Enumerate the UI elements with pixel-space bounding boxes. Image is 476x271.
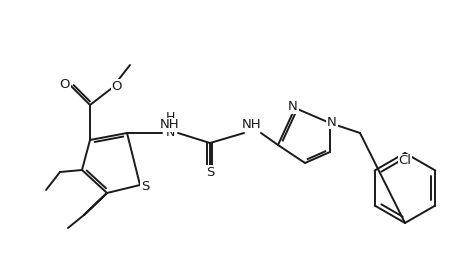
Text: S: S <box>205 166 214 179</box>
Text: N: N <box>327 115 336 128</box>
Text: N: N <box>288 101 297 114</box>
Text: NH: NH <box>242 118 261 131</box>
Text: NH: NH <box>160 118 179 131</box>
Text: O: O <box>60 79 70 92</box>
Text: O: O <box>111 79 122 92</box>
Text: H
N: H N <box>165 111 174 139</box>
Text: S: S <box>140 179 149 192</box>
Text: Cl: Cl <box>397 154 411 167</box>
